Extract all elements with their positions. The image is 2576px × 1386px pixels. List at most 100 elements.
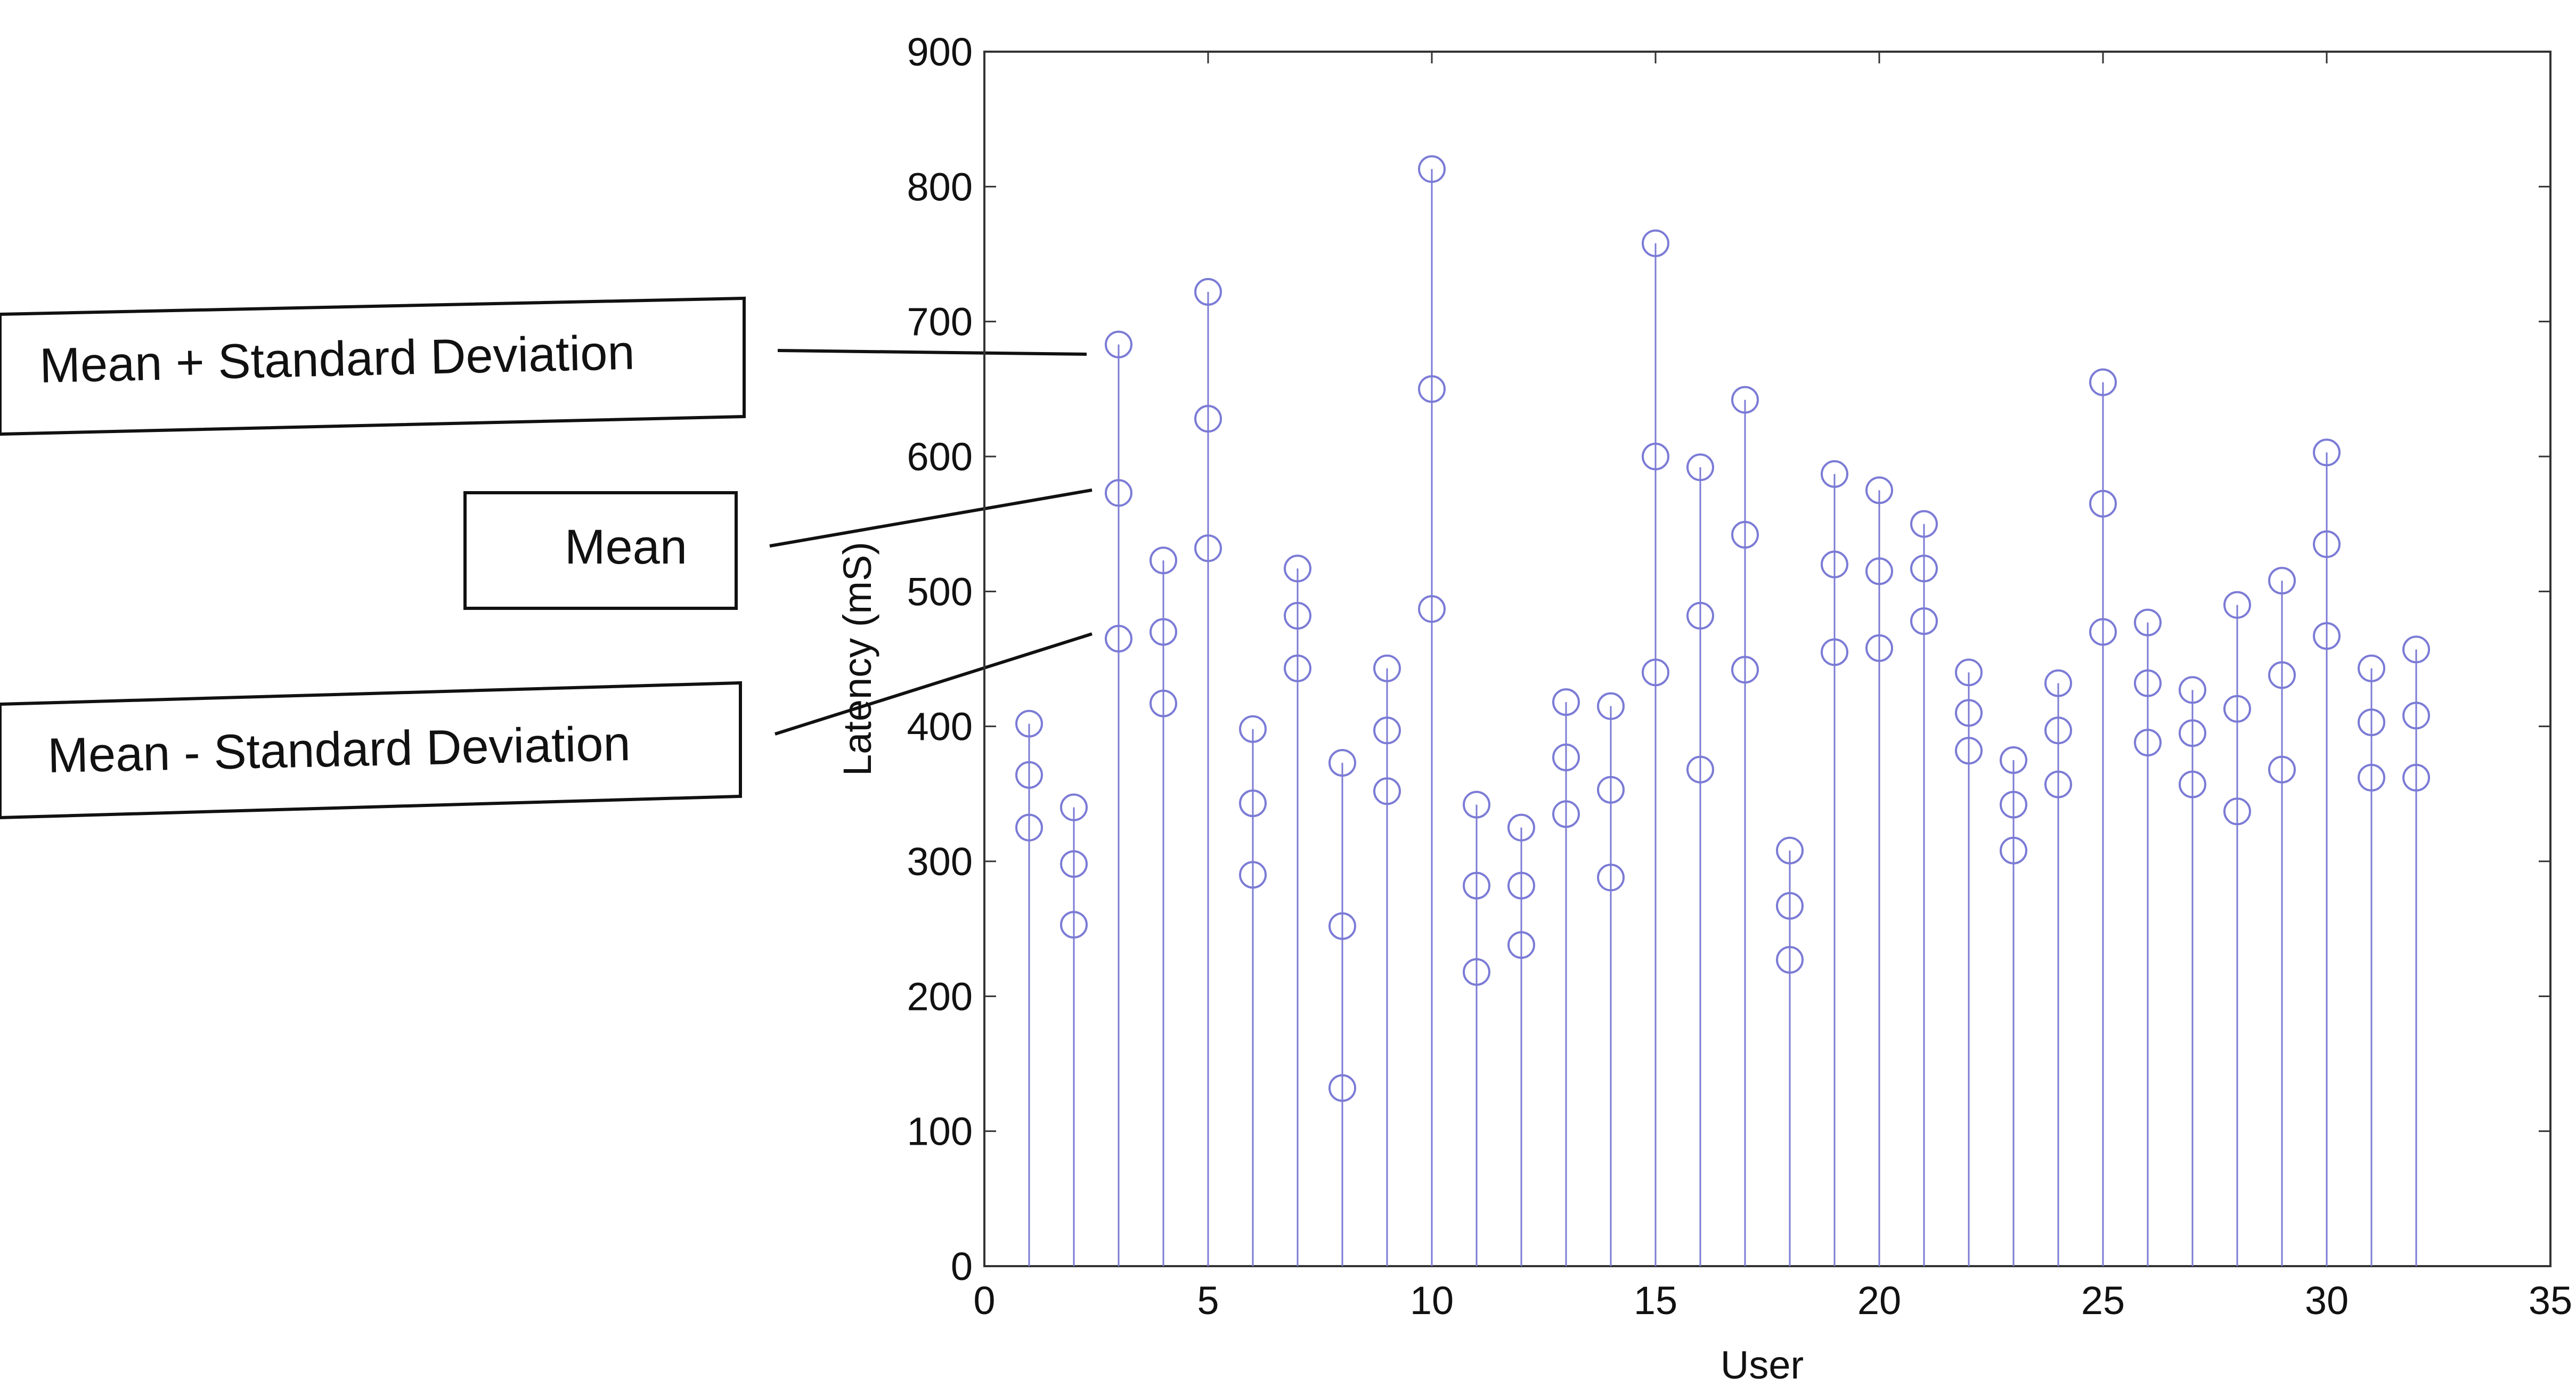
lower-marker bbox=[1060, 911, 1088, 939]
lower-marker bbox=[1910, 607, 1938, 635]
mean-marker bbox=[1015, 761, 1043, 789]
upper-marker bbox=[2313, 438, 2341, 467]
mean-marker bbox=[1597, 776, 1625, 804]
callout-box-mean bbox=[463, 491, 738, 610]
y-tick-label: 0 bbox=[951, 1244, 973, 1289]
mean-marker bbox=[1373, 716, 1401, 745]
mean-marker bbox=[1463, 871, 1490, 900]
mean-marker bbox=[1955, 699, 1983, 727]
leader-line-upper bbox=[777, 349, 1087, 356]
y-tick-label: 500 bbox=[907, 569, 973, 614]
lower-marker bbox=[1373, 777, 1401, 805]
y-tick-label: 900 bbox=[907, 30, 973, 74]
mean-marker bbox=[1910, 555, 1938, 583]
mean-marker bbox=[2179, 719, 2206, 747]
axes: 0 5 10 15 20 25 30 35 0 100 200 300 400 500 600 700 800… bbox=[835, 30, 2572, 1386]
lower-marker bbox=[1507, 931, 1535, 959]
mean-marker bbox=[1239, 789, 1267, 818]
callout-box-upper bbox=[0, 296, 746, 436]
y-tick-label: 700 bbox=[907, 300, 973, 344]
lower-marker bbox=[1642, 658, 1669, 687]
mean-marker bbox=[2402, 702, 2430, 730]
x-tick-labels: 0 5 10 15 20 25 30 35 bbox=[973, 1278, 2572, 1323]
y-tick-label: 100 bbox=[907, 1110, 973, 1154]
upper-marker bbox=[2044, 669, 2072, 697]
x-tick-label: 30 bbox=[2305, 1278, 2349, 1323]
y-tick-label: 400 bbox=[907, 705, 973, 749]
mean-marker bbox=[1686, 601, 1714, 630]
lower-marker bbox=[1686, 755, 1714, 784]
mean-marker bbox=[2044, 716, 2072, 745]
upper-marker bbox=[2358, 654, 2385, 682]
lower-marker bbox=[1284, 654, 1311, 682]
upper-marker bbox=[1731, 386, 1759, 414]
upper-marker bbox=[1418, 155, 1446, 183]
upper-marker bbox=[1284, 555, 1311, 583]
mean-marker bbox=[2223, 695, 2251, 723]
mean-marker bbox=[1060, 850, 1088, 878]
upper-marker bbox=[1955, 658, 1983, 687]
y-tick-label: 800 bbox=[907, 165, 973, 209]
y-axis-label: Latency (mS) bbox=[835, 542, 879, 776]
upper-marker bbox=[2000, 746, 2027, 774]
lower-marker bbox=[1239, 861, 1267, 889]
x-tick-label: 5 bbox=[1197, 1278, 1219, 1323]
mean-marker bbox=[1105, 479, 1132, 507]
upper-marker bbox=[2402, 635, 2430, 664]
lower-marker bbox=[2000, 836, 2027, 865]
mean-marker bbox=[1194, 405, 1222, 433]
upper-marker bbox=[1776, 836, 1804, 865]
x-tick-label: 10 bbox=[1410, 1278, 1454, 1323]
lower-marker bbox=[2268, 755, 2296, 784]
lower-marker bbox=[1865, 634, 1893, 662]
mean-marker bbox=[1284, 601, 1311, 630]
mean-marker bbox=[1865, 557, 1893, 585]
mean-marker bbox=[2089, 490, 2117, 518]
mean-marker bbox=[2313, 530, 2341, 558]
y-tick-label: 300 bbox=[907, 839, 973, 884]
x-axis-label: User bbox=[1721, 1343, 1804, 1386]
lower-marker bbox=[2402, 763, 2430, 792]
lower-marker bbox=[1194, 534, 1222, 562]
mean-marker bbox=[1821, 550, 1848, 578]
mean-marker bbox=[2268, 661, 2296, 689]
lower-marker bbox=[2089, 618, 2117, 646]
upper-marker bbox=[1373, 654, 1401, 682]
callout-box-lower bbox=[0, 681, 742, 820]
lower-marker bbox=[2134, 729, 2162, 757]
mean-marker bbox=[1731, 520, 1759, 549]
lower-marker bbox=[2044, 770, 2072, 798]
lower-marker bbox=[1105, 625, 1132, 653]
upper-marker bbox=[1821, 460, 1848, 488]
callout-label-mean: Mean bbox=[565, 520, 687, 574]
upper-marker bbox=[1239, 715, 1267, 743]
y-tick-labels: 0 100 200 300 400 500 600 700 800 900 bbox=[907, 30, 973, 1289]
upper-marker bbox=[1507, 813, 1535, 842]
x-tick-label: 0 bbox=[973, 1278, 995, 1323]
lower-marker bbox=[1463, 958, 1490, 986]
lower-marker bbox=[2313, 622, 2341, 650]
x-tick-label: 35 bbox=[2529, 1278, 2572, 1323]
lower-marker bbox=[1552, 800, 1580, 828]
upper-marker bbox=[1865, 476, 1893, 504]
y-tick-label: 200 bbox=[907, 974, 973, 1018]
markers bbox=[1015, 155, 2430, 1102]
callout-label-upper: Mean + Standard Deviation bbox=[39, 325, 635, 393]
upper-marker bbox=[2179, 676, 2206, 704]
upper-marker bbox=[1910, 510, 1938, 538]
lower-marker bbox=[1776, 945, 1804, 974]
lower-marker bbox=[2179, 770, 2206, 798]
mean-marker bbox=[1776, 892, 1804, 920]
upper-marker bbox=[1328, 749, 1356, 777]
leader-line-mean bbox=[769, 488, 1093, 548]
lower-marker bbox=[1821, 638, 1848, 666]
axis-ticks bbox=[983, 51, 2551, 1267]
x-tick-label: 15 bbox=[1634, 1278, 1677, 1323]
mean-marker bbox=[1507, 871, 1535, 900]
y-tick-label: 600 bbox=[907, 435, 973, 479]
mean-marker bbox=[2134, 669, 2162, 697]
upper-marker bbox=[1597, 692, 1625, 720]
upper-marker bbox=[2134, 608, 2162, 637]
upper-marker bbox=[2268, 567, 2296, 595]
